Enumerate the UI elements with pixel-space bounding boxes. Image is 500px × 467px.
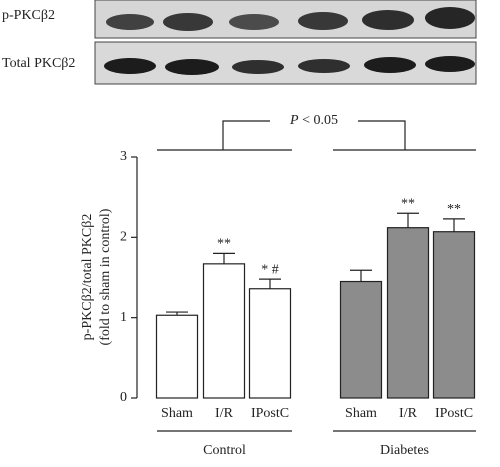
error-bar [259, 278, 281, 289]
error-bar [443, 218, 465, 232]
band [425, 56, 475, 72]
bar [432, 231, 476, 399]
bar [339, 280, 383, 399]
bracket [358, 120, 406, 150]
x-tick-label: Sham [345, 406, 377, 421]
band [165, 59, 219, 75]
error-bar [350, 269, 372, 282]
y-tick-label: 3 [120, 149, 127, 164]
x-tick-label: I/R [399, 406, 418, 421]
band [298, 59, 350, 73]
error-bar [166, 311, 188, 316]
p-symbol: P [289, 113, 299, 128]
blot-label: p-PKCβ2 [2, 8, 55, 23]
band [163, 13, 213, 31]
y-tick-label: 2 [120, 230, 127, 245]
error-bar [213, 252, 235, 264]
band [425, 7, 475, 29]
error-bar [397, 212, 419, 228]
x-tick-label: IPostC [435, 406, 473, 421]
band [364, 57, 416, 73]
bar [248, 288, 292, 399]
y-tick-label: 0 [120, 390, 127, 405]
x-tick-label: IPostC [251, 406, 289, 421]
band [229, 14, 279, 30]
blot-bands [104, 7, 475, 75]
band [232, 60, 284, 74]
y-axis-title: (fold to sham in control) [98, 208, 113, 345]
group-label: Diabetes [380, 443, 429, 458]
x-tick-label: Sham [161, 406, 193, 421]
comparison-label: P < 0.05 [289, 113, 338, 128]
significance-label: ** [401, 196, 415, 211]
blots: p-PKCβ2 Total PKCβ2 [2, 0, 477, 85]
significance-label: ** [447, 202, 461, 217]
bar [155, 314, 199, 399]
y-tick-label: 1 [120, 310, 127, 325]
band [362, 10, 414, 30]
bar [202, 263, 246, 399]
y-axis-title: p-PKCβ2/total PKCβ2 [80, 214, 95, 341]
p-text: < 0.05 [302, 113, 338, 128]
bar [386, 227, 430, 399]
significance-label: * # [261, 262, 279, 277]
bracket [222, 120, 270, 150]
y-label: p-PKCβ2/total PKCβ2 (fold to sham in con… [80, 208, 113, 345]
blot-label: Total PKCβ2 [2, 56, 75, 71]
band [298, 12, 348, 30]
significance-label: ** [217, 237, 231, 252]
band [106, 14, 154, 30]
band [104, 58, 156, 74]
x-tick-label: I/R [215, 406, 234, 421]
group-label: Control [203, 443, 246, 458]
